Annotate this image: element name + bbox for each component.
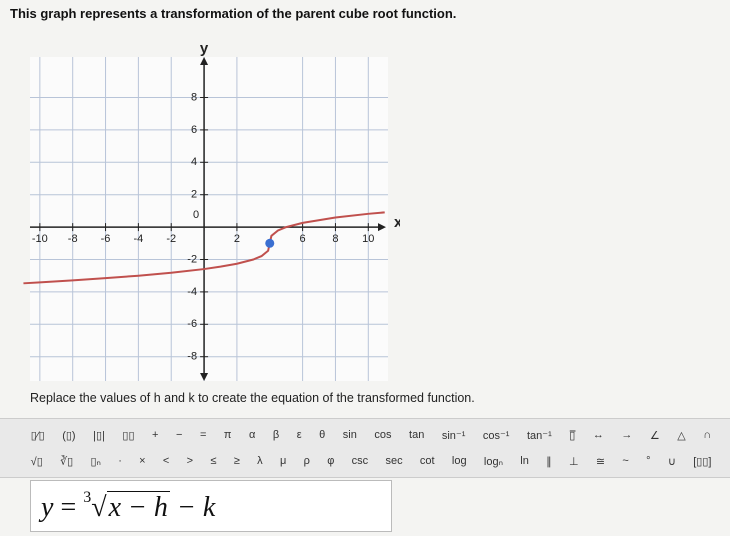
toolbar-button[interactable]: ln bbox=[520, 455, 529, 467]
y-arrow bbox=[200, 57, 209, 65]
toolbar-button[interactable]: < bbox=[162, 455, 170, 467]
eq-tail[interactable]: − k bbox=[176, 492, 216, 523]
toolbar-button[interactable]: ▯⁄▯ bbox=[30, 430, 45, 442]
toolbar-row: ▯⁄▯ (▯) |▯| ▯▯ + − = π α β ε θ sin cos tan sin⁻¹ cos⁻¹ ta… bbox=[22, 429, 720, 442]
x-tick-label: -8 bbox=[68, 233, 78, 245]
x-tick-label: -2 bbox=[166, 233, 176, 245]
toolbar-button[interactable]: ≤ bbox=[210, 455, 217, 467]
toolbar-button[interactable]: ∠ bbox=[649, 430, 660, 442]
x-tick-label: 0 bbox=[193, 209, 199, 221]
toolbar-button[interactable]: + bbox=[152, 429, 159, 441]
toolbar-button[interactable]: (▯) bbox=[62, 430, 76, 442]
math-toolbar: ▯⁄▯ (▯) |▯| ▯▯ + − = π α β ε θ sin cos tan sin⁻¹ cos⁻¹ ta… bbox=[0, 418, 730, 478]
toolbar-button[interactable]: → bbox=[621, 429, 633, 441]
y-tick-label: 6 bbox=[191, 124, 197, 136]
x-axis-label: x bbox=[394, 214, 400, 231]
toolbar-button[interactable]: μ bbox=[279, 455, 287, 467]
toolbar-button[interactable]: ⊥ bbox=[568, 456, 579, 468]
equation: y = 3√x − h − k bbox=[41, 489, 215, 524]
y-tick-label: -4 bbox=[187, 286, 197, 298]
y-tick-label: -2 bbox=[187, 253, 197, 265]
toolbar-button[interactable]: ρ bbox=[303, 455, 310, 467]
x-arrow bbox=[378, 223, 386, 232]
x-tick-label: 10 bbox=[362, 233, 374, 245]
toolbar-button[interactable]: cos bbox=[374, 429, 392, 441]
toolbar-button[interactable]: ~ bbox=[622, 455, 629, 467]
toolbar-button[interactable]: ∥ bbox=[546, 456, 552, 468]
toolbar-button[interactable]: θ bbox=[319, 429, 326, 441]
root-index: 3 bbox=[83, 489, 92, 506]
y-tick-label: 8 bbox=[191, 91, 197, 103]
toolbar-button[interactable]: ▯ₙ bbox=[90, 456, 101, 468]
toolbar-button[interactable]: ° bbox=[646, 455, 651, 467]
toolbar-button[interactable]: φ bbox=[327, 455, 335, 467]
x-tick-label: 8 bbox=[332, 233, 338, 245]
radical-sign: √ bbox=[91, 492, 107, 523]
toolbar-button[interactable]: π bbox=[223, 429, 232, 441]
toolbar-button[interactable]: β bbox=[272, 429, 280, 441]
y-tick-label: 4 bbox=[191, 156, 197, 168]
toolbar-button[interactable]: α bbox=[249, 429, 256, 441]
toolbar-button[interactable]: csc bbox=[351, 455, 369, 467]
toolbar-button[interactable]: ↔ bbox=[592, 429, 604, 441]
toolbar-button[interactable]: − bbox=[176, 429, 183, 441]
toolbar-button[interactable]: [▯▯] bbox=[693, 456, 712, 468]
toolbar-button[interactable]: ∪ bbox=[667, 456, 676, 468]
instruction: Replace the values of h and k to create … bbox=[30, 391, 475, 405]
toolbar-button[interactable]: |▯| bbox=[93, 430, 105, 442]
toolbar-button[interactable]: ≅ bbox=[595, 456, 606, 468]
point bbox=[265, 238, 275, 248]
toolbar-button[interactable]: × bbox=[139, 455, 146, 467]
y-tick-label: -6 bbox=[187, 318, 197, 330]
toolbar-button[interactable]: > bbox=[186, 455, 194, 467]
toolbar-button[interactable]: ∛▯ bbox=[60, 456, 74, 468]
toolbar-button[interactable]: sin bbox=[342, 429, 357, 441]
toolbar-button[interactable]: = bbox=[199, 429, 207, 441]
eq-lhs: y bbox=[41, 492, 54, 523]
x-tick-label: 2 bbox=[234, 233, 240, 245]
radicand[interactable]: x − h bbox=[106, 491, 170, 523]
toolbar-button[interactable]: ≥ bbox=[233, 455, 240, 467]
y-tick-label: -8 bbox=[187, 351, 197, 363]
toolbar-button[interactable]: tan bbox=[409, 429, 425, 441]
toolbar-button[interactable]: ▯̅ bbox=[569, 430, 576, 442]
toolbar-button[interactable]: sec bbox=[385, 455, 403, 467]
y-tick-label: 2 bbox=[191, 189, 197, 201]
curve bbox=[23, 211, 385, 285]
x-tick-label: -4 bbox=[133, 233, 143, 245]
toolbar-button[interactable]: cot bbox=[419, 455, 435, 467]
toolbar-button[interactable]: ∩ bbox=[703, 429, 712, 441]
answer-box[interactable]: y = 3√x − h − k bbox=[30, 480, 392, 532]
x-tick-label: 6 bbox=[300, 233, 306, 245]
toolbar-button[interactable]: cos⁻¹ bbox=[482, 430, 510, 442]
toolbar-button[interactable]: △ bbox=[677, 430, 686, 442]
eq-sign: = bbox=[60, 492, 77, 523]
toolbar-button[interactable]: logₙ bbox=[483, 456, 503, 468]
toolbar-button[interactable]: λ bbox=[257, 455, 263, 467]
question: This graph represents a transformation o… bbox=[10, 6, 457, 21]
toolbar-button[interactable]: log bbox=[451, 455, 467, 467]
graph: -10 -8 -6 -4 -2 0 2 6 8 10 -8 -6 -4 -2 2 4 6 8 x y bbox=[23, 40, 400, 381]
toolbar-row: √▯ ∛▯ ▯ₙ · × < > ≤ ≥ λ μ ρ φ csc sec cot log logₙ ln ∥ ⊥ ≅ ~ ° ∪… bbox=[22, 455, 720, 468]
toolbar-button[interactable]: sin⁻¹ bbox=[441, 430, 466, 442]
toolbar-button[interactable]: ε bbox=[296, 429, 302, 441]
toolbar-button[interactable]: ▯▯ bbox=[122, 430, 135, 442]
toolbar-button[interactable]: · bbox=[118, 455, 122, 467]
plot-area bbox=[30, 57, 388, 381]
toolbar-button[interactable]: √▯ bbox=[30, 456, 43, 468]
y-axis-label: y bbox=[200, 40, 209, 57]
y-arrow bbox=[200, 373, 209, 381]
x-tick-label: -10 bbox=[32, 233, 48, 245]
toolbar-button[interactable]: tan⁻¹ bbox=[526, 430, 552, 442]
x-tick-label: -6 bbox=[101, 233, 111, 245]
